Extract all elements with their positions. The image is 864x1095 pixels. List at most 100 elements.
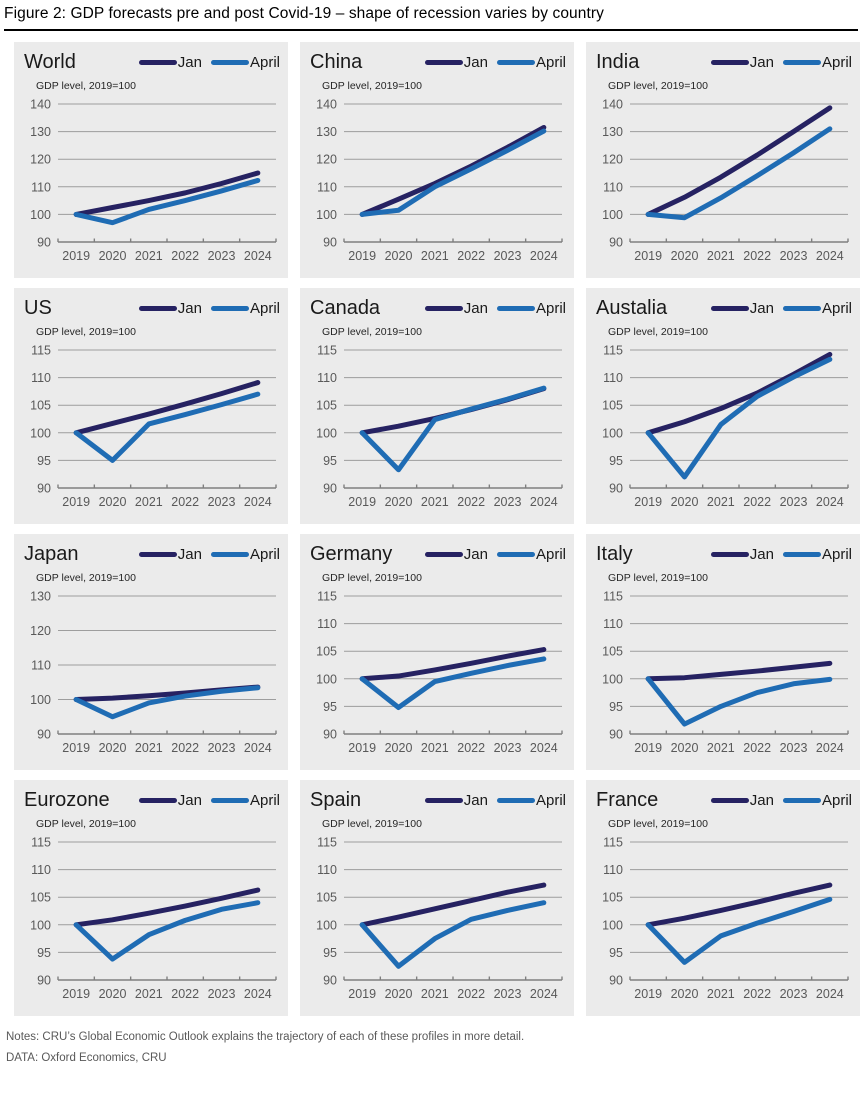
svg-text:120: 120 — [316, 153, 337, 167]
svg-text:90: 90 — [323, 482, 337, 496]
svg-text:2022: 2022 — [743, 495, 771, 509]
legend-line-icon-jan — [138, 551, 177, 557]
legend-label-jan: Jan — [463, 545, 488, 563]
svg-text:110: 110 — [603, 863, 623, 877]
legend-label-jan: Jan — [463, 299, 488, 317]
series-line-jan-france — [645, 882, 833, 928]
legend: Jan April — [710, 54, 852, 71]
chart-subtitle: GDP level, 2019=100 — [36, 572, 136, 584]
svg-text:95: 95 — [37, 454, 51, 468]
svg-text:110: 110 — [31, 180, 51, 194]
svg-text:2021: 2021 — [421, 987, 449, 1001]
series-line-april-china — [359, 128, 547, 217]
svg-text:105: 105 — [316, 645, 337, 659]
svg-text:90: 90 — [609, 482, 623, 496]
chart-panel-us: US Jan April GDP level, 2019=100 90 95 100 105 1… — [14, 288, 288, 524]
svg-text:2023: 2023 — [494, 741, 522, 755]
chart-spain: 90 95 100 105 110 115 2019 2020 2021 2022 2023 2024 — [316, 836, 563, 1001]
svg-text:115: 115 — [603, 344, 623, 358]
svg-text:120: 120 — [30, 624, 51, 638]
svg-text:115: 115 — [31, 344, 51, 358]
svg-text:95: 95 — [323, 946, 337, 960]
svg-text:95: 95 — [323, 454, 337, 468]
svg-text:115: 115 — [317, 344, 337, 358]
legend-line-icon-jan — [710, 305, 749, 311]
svg-text:2022: 2022 — [743, 249, 771, 263]
chart-subtitle: GDP level, 2019=100 — [608, 818, 708, 830]
chart-subtitle: GDP level, 2019=100 — [322, 326, 422, 338]
svg-text:2023: 2023 — [208, 495, 236, 509]
chart-canada: 90 95 100 105 110 115 2019 2020 2021 2022 2023 2024 — [316, 344, 563, 509]
svg-text:115: 115 — [317, 836, 337, 850]
svg-text:90: 90 — [323, 728, 337, 742]
chart-grid: World Jan April GDP level, 2019=100 90 100 110… — [14, 42, 864, 1016]
svg-text:100: 100 — [316, 918, 337, 932]
series-line-jan-us — [73, 380, 261, 436]
legend-label-jan: Jan — [177, 545, 202, 563]
svg-text:110: 110 — [603, 180, 623, 194]
chart-subtitle: GDP level, 2019=100 — [36, 326, 136, 338]
legend-line-icon-april — [210, 59, 249, 65]
panel-header: Spain Jan April — [310, 787, 566, 813]
svg-text:90: 90 — [609, 728, 623, 742]
svg-text:105: 105 — [30, 891, 51, 905]
svg-text:2021: 2021 — [707, 741, 735, 755]
svg-text:2023: 2023 — [780, 495, 808, 509]
svg-text:110: 110 — [31, 371, 51, 385]
svg-text:2023: 2023 — [208, 987, 236, 1001]
svg-text:90: 90 — [609, 236, 623, 250]
svg-text:100: 100 — [602, 426, 623, 440]
svg-text:2022: 2022 — [457, 249, 485, 263]
svg-text:105: 105 — [316, 399, 337, 413]
svg-text:2024: 2024 — [816, 987, 844, 1001]
svg-text:90: 90 — [323, 236, 337, 250]
chart-subtitle: GDP level, 2019=100 — [608, 80, 708, 92]
svg-text:115: 115 — [603, 836, 623, 850]
svg-text:2024: 2024 — [244, 249, 272, 263]
svg-text:100: 100 — [30, 693, 51, 707]
svg-text:2020: 2020 — [671, 987, 699, 1001]
svg-text:2024: 2024 — [530, 987, 558, 1001]
svg-text:2021: 2021 — [135, 249, 163, 263]
svg-text:2020: 2020 — [99, 249, 127, 263]
chart-germany: 90 95 100 105 110 115 2019 2020 2021 2022 2023 2024 — [316, 590, 563, 755]
svg-text:2022: 2022 — [457, 741, 485, 755]
svg-text:2019: 2019 — [634, 495, 662, 509]
legend-label-jan: Jan — [463, 53, 488, 71]
svg-text:110: 110 — [317, 371, 337, 385]
svg-text:2019: 2019 — [348, 495, 376, 509]
svg-text:115: 115 — [603, 590, 623, 604]
svg-text:2020: 2020 — [99, 741, 127, 755]
series-line-jan-germany — [359, 647, 547, 682]
panel-header: India Jan April — [596, 49, 852, 75]
svg-text:2019: 2019 — [62, 741, 90, 755]
svg-text:2019: 2019 — [634, 987, 662, 1001]
legend-item-april: April — [496, 54, 566, 71]
legend-item-april: April — [210, 545, 280, 563]
legend-line-icon-jan — [138, 305, 177, 311]
legend-line-icon-april — [496, 305, 535, 311]
chart-subtitle: GDP level, 2019=100 — [36, 818, 136, 830]
chart-panel-france: France Jan April GDP level, 2019=100 90 95 100… — [586, 780, 860, 1016]
panel-header: World Jan April — [24, 49, 280, 75]
svg-text:2024: 2024 — [244, 741, 272, 755]
legend-item-jan: Jan — [424, 545, 488, 563]
svg-text:90: 90 — [323, 974, 337, 988]
chart-title-canada: Canada — [310, 296, 381, 319]
legend-label-april: April — [249, 545, 280, 563]
svg-text:2019: 2019 — [62, 495, 90, 509]
svg-text:2019: 2019 — [634, 741, 662, 755]
legend: Jan April — [138, 545, 280, 563]
svg-text:115: 115 — [317, 590, 337, 604]
chart-subtitle: GDP level, 2019=100 — [608, 326, 708, 338]
svg-text:110: 110 — [603, 371, 623, 385]
svg-text:110: 110 — [317, 863, 337, 877]
legend-label-jan: Jan — [463, 791, 488, 809]
chart-eurozone: 90 95 100 105 110 115 2019 2020 2021 2022 2023 2024 — [30, 836, 277, 1001]
chart-title-austalia: Austalia — [596, 296, 668, 319]
chart-title-japan: Japan — [24, 542, 79, 565]
svg-text:2020: 2020 — [385, 495, 413, 509]
legend-label-jan: Jan — [177, 791, 202, 809]
svg-text:120: 120 — [30, 153, 51, 167]
svg-text:2021: 2021 — [707, 495, 735, 509]
